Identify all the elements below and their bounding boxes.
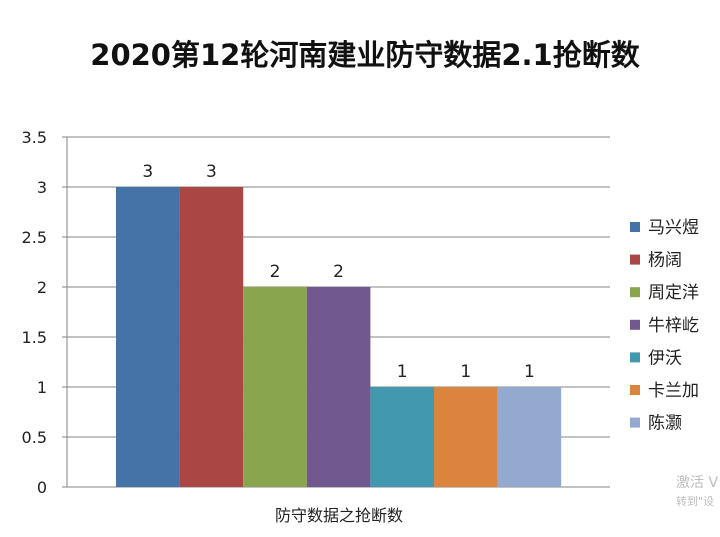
legend-swatch — [630, 319, 640, 330]
data-label: 1 — [524, 362, 535, 382]
legend-label: 伊沃 — [648, 348, 682, 368]
data-label: 2 — [270, 262, 281, 282]
y-tick-label: 0.5 — [22, 428, 47, 447]
legend-label: 马兴煜 — [648, 218, 699, 238]
watermark-line-2: 转到"设 — [676, 495, 715, 508]
legend-label: 卡兰加 — [648, 381, 699, 401]
y-axis-ticks: 0 0.5 1 1.5 2 2.5 3 3.5 — [22, 128, 67, 497]
y-tick-label: 3.5 — [22, 128, 47, 147]
bar — [116, 187, 180, 487]
data-label: 3 — [206, 162, 217, 182]
data-labels: 3 3 2 2 1 1 1 — [142, 162, 534, 382]
bar — [497, 387, 562, 487]
y-tick-label: 2.5 — [22, 228, 47, 247]
legend-swatch — [630, 417, 640, 428]
data-label: 1 — [397, 362, 408, 382]
legend-label: 周定洋 — [648, 283, 699, 303]
legend-label: 陈灏 — [648, 414, 682, 434]
y-tick-label: 1.5 — [22, 328, 47, 347]
legend-swatch — [630, 352, 640, 363]
watermark-line-1: 激活 V — [676, 475, 719, 491]
bar — [370, 387, 434, 487]
data-label: 1 — [460, 362, 471, 382]
bar — [434, 387, 498, 487]
legend-swatch — [630, 385, 640, 395]
y-tick-label: 0 — [37, 478, 47, 497]
bar — [243, 287, 307, 487]
bar — [179, 187, 244, 487]
x-axis-label: 防守数据之抢断数 — [275, 506, 403, 525]
legend-swatch — [630, 222, 640, 232]
bar — [306, 287, 371, 487]
legend-swatch — [630, 287, 640, 298]
y-tick-label: 3 — [37, 178, 47, 197]
legend-swatch — [630, 254, 640, 265]
legend-label: 杨阔 — [648, 251, 682, 271]
data-label: 2 — [333, 262, 344, 282]
chart-title: 2020第12轮河南建业防守数据2.1抢断数 — [90, 38, 640, 72]
data-label: 3 — [142, 162, 153, 182]
legend-label: 牛梓屹 — [648, 316, 699, 336]
y-tick-label: 1 — [37, 378, 47, 397]
bars — [116, 187, 562, 487]
y-tick-label: 2 — [37, 278, 47, 297]
